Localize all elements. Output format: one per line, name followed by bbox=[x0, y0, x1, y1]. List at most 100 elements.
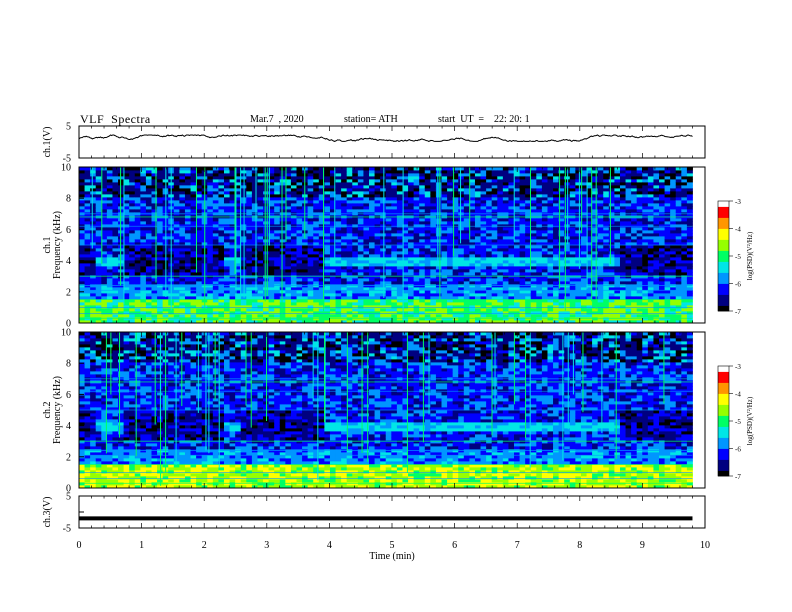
spectrogram-cell bbox=[608, 308, 615, 312]
spectrogram-cell bbox=[491, 236, 498, 240]
spectrogram-cell bbox=[151, 218, 158, 222]
spectrogram-cell bbox=[474, 167, 481, 171]
spectrogram-cell bbox=[452, 209, 459, 213]
spectrogram-cell bbox=[486, 305, 493, 309]
spectrogram-cell bbox=[491, 218, 498, 222]
spectrogram-cell bbox=[469, 236, 476, 240]
spectrogram-cell bbox=[369, 299, 375, 303]
spectrogram-cell bbox=[318, 200, 325, 204]
spectrogram-cell bbox=[184, 227, 191, 231]
spectrogram-cell bbox=[608, 293, 615, 297]
spectrogram-cell bbox=[408, 248, 415, 252]
spectrogram-cell bbox=[380, 248, 387, 252]
spectrogram-cell bbox=[430, 299, 437, 303]
spectrogram-cell bbox=[251, 308, 258, 312]
spectrogram-cell bbox=[101, 224, 108, 228]
spectrogram-cell bbox=[84, 167, 91, 171]
spectrogram-cell bbox=[257, 221, 264, 225]
spectrogram-cell bbox=[441, 200, 448, 204]
spectrogram-cell bbox=[157, 293, 164, 297]
spectrogram-cell bbox=[196, 197, 203, 201]
spectrogram-cell bbox=[313, 287, 320, 291]
spectrogram-cell bbox=[112, 248, 119, 252]
spectrogram-cell bbox=[491, 311, 498, 315]
spectrogram-cell bbox=[268, 191, 275, 195]
spectrogram-cell bbox=[553, 293, 560, 297]
spectrogram-cell bbox=[212, 167, 219, 171]
spectrogram-cell bbox=[608, 221, 615, 225]
spectrogram-cell bbox=[196, 221, 203, 225]
spectrogram-cell bbox=[357, 194, 364, 198]
spectrogram-cell bbox=[90, 251, 97, 255]
spectrogram-cell bbox=[257, 236, 264, 240]
spectrogram-cell bbox=[140, 185, 147, 189]
spectrogram-cell bbox=[179, 275, 186, 279]
spectrogram-cell bbox=[173, 320, 180, 324]
spectrogram-cell bbox=[491, 221, 498, 225]
spectrogram-cell bbox=[469, 254, 476, 258]
spectrogram-cell bbox=[452, 260, 459, 264]
spectrogram-cell bbox=[586, 308, 593, 312]
spectrogram-cell bbox=[480, 197, 487, 201]
spectrogram-cell bbox=[129, 281, 136, 285]
spectrogram-cell bbox=[486, 314, 493, 318]
spectrogram-cell bbox=[441, 221, 448, 225]
spectrogram-cell bbox=[525, 191, 532, 195]
spectrogram-cell bbox=[357, 269, 364, 273]
spectrogram-cell bbox=[129, 227, 136, 231]
spectrogram-cell bbox=[296, 251, 303, 255]
spectrogram-cell bbox=[357, 293, 364, 297]
spectrogram-cell bbox=[424, 257, 431, 261]
spectrogram-cell bbox=[285, 266, 292, 270]
spectrogram-cell bbox=[151, 185, 158, 189]
spectrogram-cell bbox=[441, 227, 448, 231]
spectrogram-cell bbox=[430, 167, 437, 171]
spectrogram-cell bbox=[106, 188, 113, 192]
spectrogram-cell bbox=[145, 275, 152, 279]
spectrogram-cell bbox=[435, 314, 442, 318]
spectrogram-cell bbox=[196, 236, 203, 240]
spectrogram-cell bbox=[396, 170, 403, 174]
spectrogram-cell bbox=[101, 260, 108, 264]
spectrogram-cell bbox=[547, 245, 554, 249]
spectrogram-cell bbox=[491, 287, 498, 291]
spectrogram-cell bbox=[129, 239, 136, 243]
spectrogram-cell bbox=[207, 278, 214, 282]
spectrogram-cell bbox=[564, 305, 571, 309]
spectrogram-cell bbox=[586, 269, 593, 273]
spectrogram-cell bbox=[514, 176, 520, 180]
spectrogram-cell bbox=[553, 278, 560, 282]
spectrogram-cell bbox=[307, 263, 314, 267]
spectrogram-cell bbox=[514, 263, 520, 267]
spectrogram-cell bbox=[290, 248, 297, 252]
spectrogram-cell bbox=[452, 269, 459, 273]
spectrogram-cell bbox=[318, 248, 325, 252]
spectrogram-cell bbox=[207, 197, 214, 201]
spectrogram-cell bbox=[157, 206, 164, 210]
spectrogram-cell bbox=[123, 290, 130, 294]
spectrogram-cell bbox=[569, 230, 576, 234]
spectrogram-cell bbox=[474, 299, 481, 303]
spectrogram-cell bbox=[140, 230, 147, 234]
spectrogram-cell bbox=[452, 200, 459, 204]
spectrogram-cell bbox=[90, 272, 97, 276]
spectrogram-cell bbox=[463, 299, 470, 303]
spectrogram-cell bbox=[519, 257, 526, 261]
spectrogram-cell bbox=[597, 320, 604, 324]
spectrogram-cell bbox=[123, 194, 130, 198]
spectrogram-cell bbox=[151, 227, 158, 231]
spectrogram-cell bbox=[396, 302, 403, 306]
spectrogram-cell bbox=[463, 221, 470, 225]
spectrogram-cell bbox=[207, 275, 214, 279]
spectrogram-cell bbox=[430, 182, 437, 186]
spectrogram-cell bbox=[313, 296, 320, 300]
spectrogram-cell bbox=[474, 176, 481, 180]
spectrogram-cell bbox=[597, 188, 604, 192]
spectrogram-cell bbox=[380, 167, 387, 171]
spectrogram-cell bbox=[547, 221, 554, 225]
spectrogram-cell bbox=[106, 182, 113, 186]
spectrogram-cell bbox=[553, 221, 560, 225]
spectrogram-cell bbox=[491, 296, 498, 300]
spectrogram-cell bbox=[179, 311, 186, 315]
spectrogram-cell bbox=[541, 245, 548, 249]
